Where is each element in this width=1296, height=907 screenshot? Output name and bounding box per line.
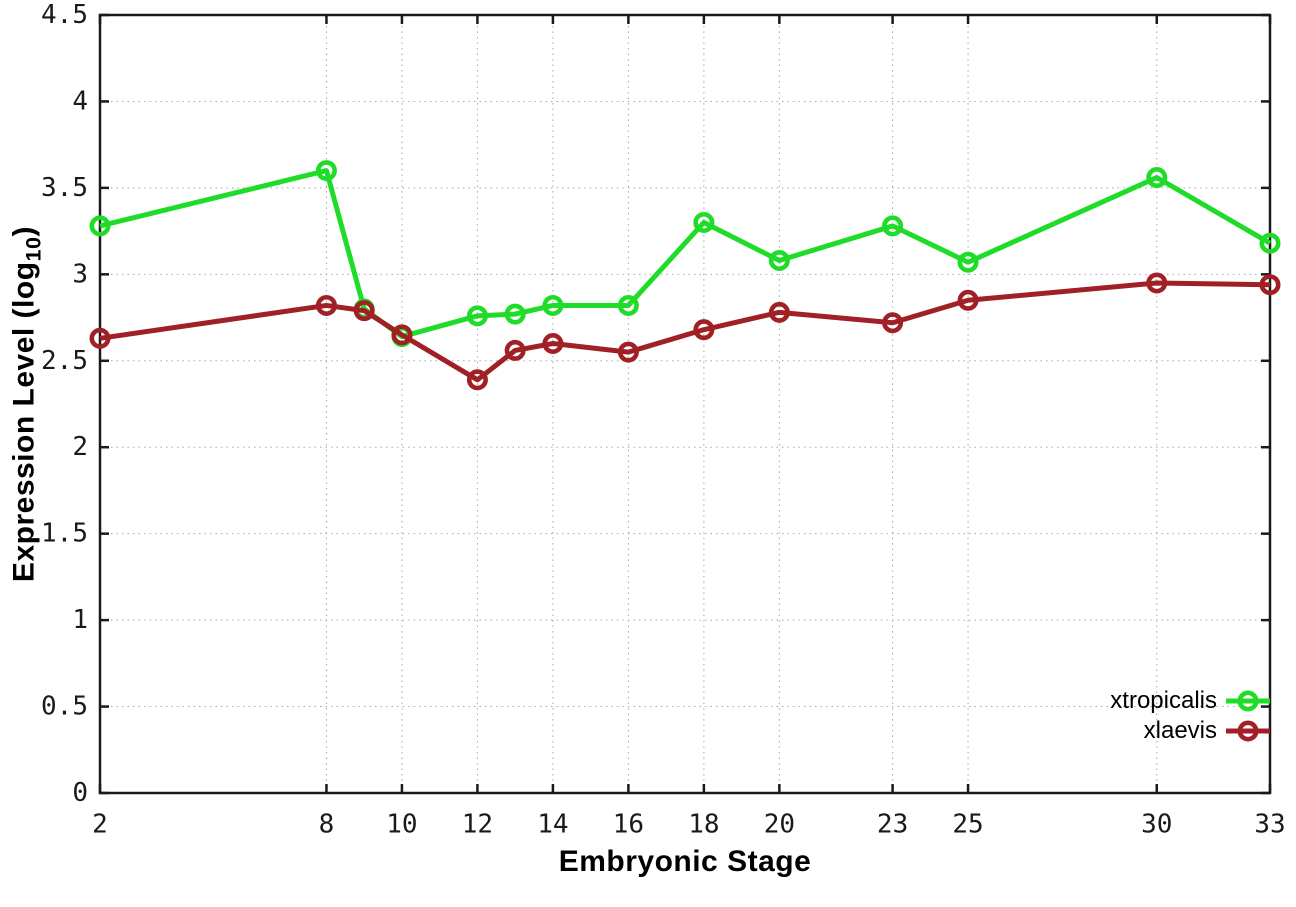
y-axis-title-close: ) (7, 225, 41, 237)
data-point-xtropicalis (617, 294, 639, 316)
x-tick-label: 16 (613, 809, 644, 839)
data-point-xlaevis (1146, 272, 1168, 294)
data-point-xtropicalis (1146, 167, 1168, 189)
data-point-xlaevis (882, 312, 904, 334)
data-point-xtropicalis (768, 250, 790, 272)
series-line-xlaevis (99, 280, 1271, 383)
legend: xtropicalis xlaevis (1110, 686, 1270, 746)
data-point-xlaevis (1259, 274, 1281, 296)
y-axis-title-main: Expression Level (log (7, 261, 41, 583)
data-point-xlaevis (315, 294, 337, 316)
y-tick-label: 2 (72, 432, 88, 462)
y-axis-title-subscript: 10 (20, 236, 46, 262)
y-tick-label: 4 (72, 86, 88, 116)
xtropicalis-line-marker-icon (1226, 690, 1270, 712)
data-point-xtropicalis (882, 215, 904, 237)
xlaevis-line-marker-icon (1226, 720, 1270, 742)
x-tick-label: 2 (92, 809, 108, 839)
legend-label-xlaevis: xlaevis (1143, 717, 1217, 744)
data-point-xtropicalis (466, 305, 488, 327)
y-tick-label: 1 (72, 605, 88, 635)
y-axis-title-text: Expression Level (log10) (8, 226, 47, 582)
data-point-xlaevis (353, 300, 375, 322)
data-point-xlaevis (542, 332, 564, 354)
legend-label-xtropicalis: xtropicalis (1110, 687, 1217, 714)
x-tick-label: 14 (537, 809, 568, 839)
x-tick-label: 25 (952, 809, 983, 839)
x-tick-label: 30 (1141, 809, 1172, 839)
y-tick-label: 0 (72, 778, 88, 808)
data-point-xtropicalis (957, 251, 979, 273)
y-tick-label: 4.5 (41, 0, 88, 30)
plot-border (98, 13, 1272, 795)
x-tick-label: 18 (688, 809, 719, 839)
data-point-xtropicalis (504, 303, 526, 325)
data-point-xtropicalis (315, 160, 337, 182)
y-tick-label: 3.5 (41, 173, 88, 203)
data-point-xlaevis (693, 319, 715, 341)
data-point-xlaevis (768, 301, 790, 323)
data-point-xlaevis (466, 369, 488, 391)
data-point-xtropicalis (542, 294, 564, 316)
data-point-xlaevis (957, 289, 979, 311)
x-tick-label: 33 (1254, 809, 1285, 839)
data-point-xlaevis (89, 327, 111, 349)
legend-item-xtropicalis: xtropicalis (1110, 686, 1270, 716)
y-tick-label: 1.5 (41, 519, 88, 549)
x-tick-label: 20 (764, 809, 795, 839)
data-point-xtropicalis (693, 211, 715, 233)
data-point-xtropicalis (1259, 232, 1281, 254)
x-tick-label: 10 (386, 809, 417, 839)
x-tick-label: 23 (877, 809, 908, 839)
y-tick-label: 3 (72, 259, 88, 289)
data-point-xlaevis (391, 324, 413, 346)
data-point-xlaevis (617, 341, 639, 363)
data-point-xlaevis (504, 339, 526, 361)
y-tick-label: 2.5 (41, 346, 88, 376)
x-tick-label: 8 (319, 809, 335, 839)
legend-item-xlaevis: xlaevis (1110, 716, 1270, 746)
data-point-xtropicalis (89, 215, 111, 237)
y-tick-label: 0.5 (41, 692, 88, 722)
x-axis-title: Embryonic Stage (558, 845, 812, 878)
x-tick-label: 12 (462, 809, 493, 839)
